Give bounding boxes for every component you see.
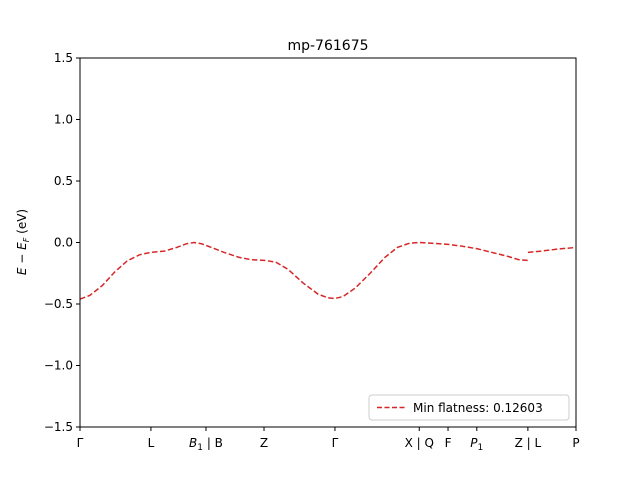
svg-text:E − EF (eV): E − EF (eV)	[15, 209, 31, 275]
y-tick-label: −0.5	[44, 297, 73, 311]
legend-label: Min flatness: 0.12603	[413, 401, 543, 415]
series-lines	[79, 241, 577, 300]
x-tick-label: Γ	[332, 436, 339, 450]
x-tick-label: B1 | B	[189, 436, 223, 453]
x-tick-label: L	[148, 436, 155, 450]
x-tick-label: Z	[260, 436, 268, 450]
x-tick-label: P	[572, 436, 579, 450]
x-tick-label: Z | L	[515, 436, 542, 450]
y-tick-label: 1.5	[54, 51, 73, 65]
legend: Min flatness: 0.12603	[368, 394, 570, 421]
y-axis-label: E − EF (eV)	[15, 209, 31, 275]
y-tick-label: 1.0	[54, 113, 73, 127]
x-tick-label: F	[445, 436, 452, 450]
chart-title: mp-761675	[287, 38, 368, 54]
y-ticks: 1.5 1.0 0.5 0.0 −0.5 −1.0 −1.5	[44, 51, 80, 434]
y-tick-label: −1.5	[44, 420, 73, 434]
y-tick-label: 0.0	[54, 236, 73, 250]
x-tick-label: P1	[470, 436, 483, 453]
x-ticks: Γ L B1 | B Z Γ X | Q F P1 Z | L P	[77, 427, 580, 453]
legend-box	[368, 394, 570, 421]
x-tick-label: X | Q	[405, 436, 434, 450]
series-line-segment	[79, 241, 528, 300]
x-tick-label: Γ	[77, 436, 84, 450]
y-tick-label: 0.5	[54, 174, 73, 188]
plot-area-frame	[79, 57, 577, 428]
y-tick-label: −1.0	[44, 359, 73, 373]
series-line-segment	[527, 246, 577, 254]
